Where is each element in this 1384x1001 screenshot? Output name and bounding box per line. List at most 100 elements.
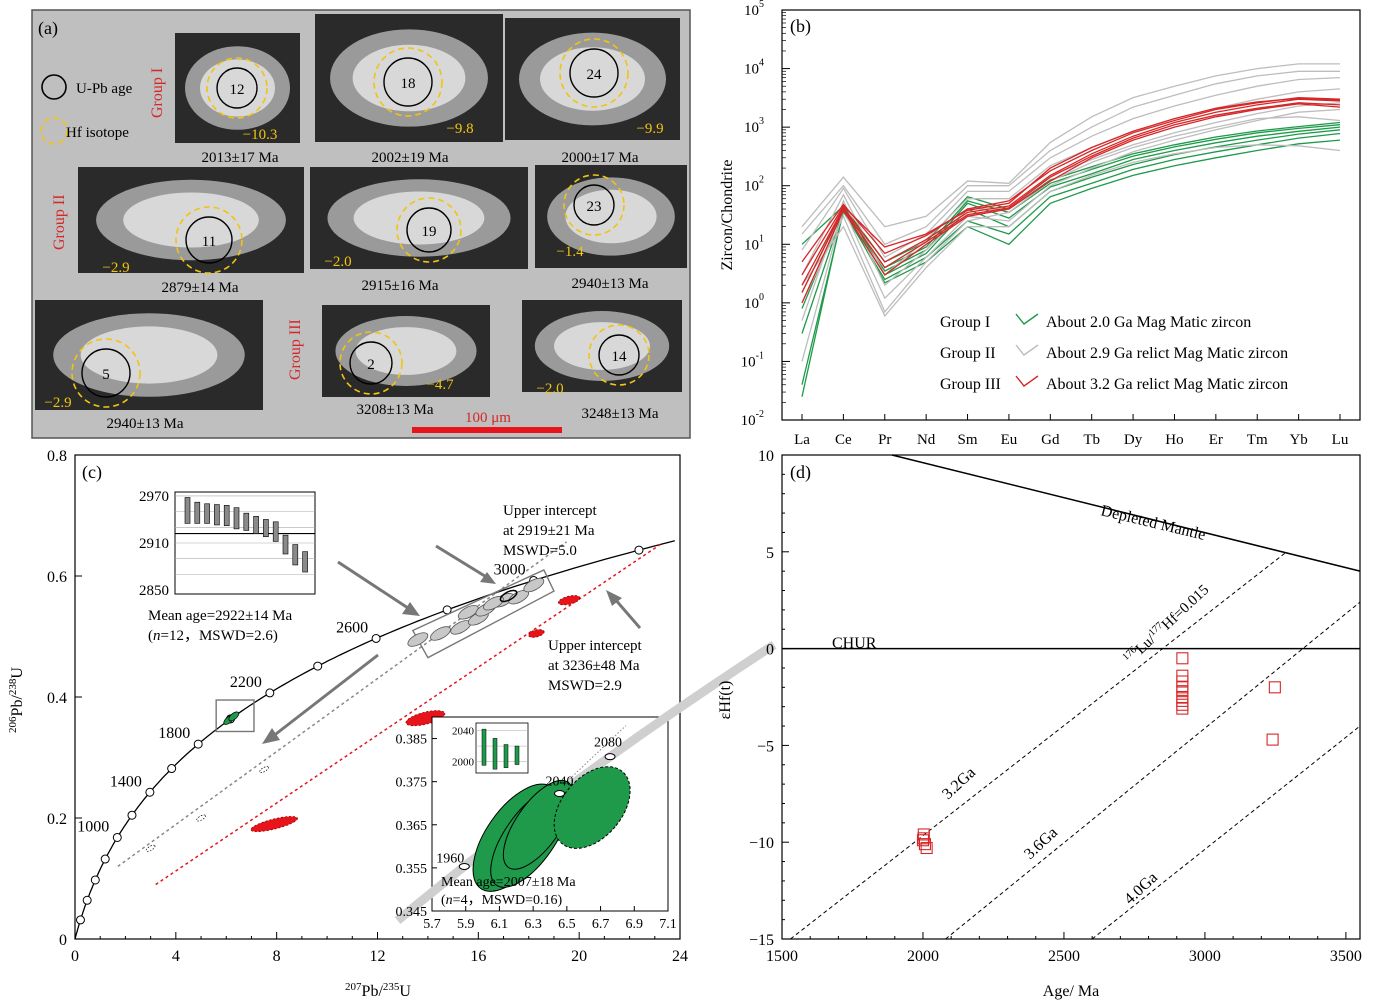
upper-intercept-2-line2: at 3236±48 Ma — [548, 658, 640, 674]
lu-hf-label: 176Lu/177Hf=0.015 — [1120, 580, 1212, 667]
b-ytick-label: 10-1 — [741, 350, 764, 370]
mean-age-1-line1: Mean age=2922±14 Ma — [148, 608, 292, 624]
crustal-evolution-line-0 — [790, 551, 1288, 940]
grain-id: 5 — [102, 367, 110, 383]
ree-series-group2-12 — [801, 63, 1340, 228]
b-axes-layer: La Ce Pr Nd Sm Eu Gd Tb Dy Ho Er Tm Yb Lu 10-2 10-1 100 1… — [741, 0, 1349, 448]
concordia-age-marker — [371, 633, 381, 643]
ree-series-group1-1 — [801, 132, 1341, 385]
c-main-layer: 1000 1400 1800 2200 2600 3000 — [74, 540, 675, 940]
b-xtick-label: Gd — [1041, 432, 1060, 448]
ree-series-group3-15 — [801, 98, 1341, 286]
inset2-mini-bar — [492, 738, 498, 770]
ree-series-group2-10 — [801, 76, 1341, 259]
d-xtick-label: 1500 — [766, 948, 798, 965]
highlight-box-2007 — [215, 699, 255, 733]
concordia-age-marker — [75, 915, 85, 925]
red-zircon-ellipse — [557, 595, 581, 606]
grain-id: 19 — [422, 224, 437, 240]
hf-data-point — [920, 841, 933, 855]
concordia-age-label: 1000 — [77, 818, 109, 835]
grain-id: 11 — [202, 234, 216, 250]
inset2-mini-bar — [514, 745, 520, 765]
concordia-age-label: 1400 — [110, 773, 142, 790]
scale-bar — [412, 427, 562, 433]
b-xtick-label: Sm — [958, 432, 978, 448]
hf-data-point — [1266, 733, 1279, 746]
inset2-age-marker — [458, 862, 470, 870]
ree-series-group1-2 — [801, 129, 1341, 334]
zircon-grain-2: 2 −4.7 3208±13 Ma — [322, 305, 490, 418]
b-xtick-label: Ho — [1165, 432, 1183, 448]
upb-spot — [216, 67, 258, 109]
c-xtick-label: 20 — [571, 948, 587, 965]
inset1-age-bar — [214, 504, 220, 526]
arrow-upper2-head — [606, 590, 622, 606]
inset1-age-bar — [243, 512, 250, 531]
upb-spot — [349, 341, 393, 385]
arrow-upper1 — [435, 544, 489, 580]
inset1-age-bar — [292, 544, 299, 566]
upb-spot — [573, 184, 615, 226]
grain-age: 2915±16 Ma — [362, 278, 439, 294]
inset1-age-bar — [223, 505, 230, 527]
hf-data-point — [1176, 652, 1189, 665]
grain-age: 2940±13 Ma — [572, 276, 649, 292]
inset1-age-bar — [302, 551, 308, 573]
b-legend-label: About 3.2 Ga relict Mag Matic zircon — [1046, 376, 1288, 393]
b-legend-icon — [1015, 313, 1039, 325]
grain-epsilon: −10.3 — [243, 127, 278, 143]
b-xtick-label: Tb — [1083, 432, 1100, 448]
d-ytick-label: −10 — [749, 835, 774, 852]
grain-core — [554, 322, 650, 370]
inset2-ytick-label: 0.365 — [396, 819, 428, 834]
c-xtick-label: 24 — [672, 948, 688, 965]
scale-bar-label: 100 μm — [465, 410, 511, 426]
concordia-age-marker — [145, 787, 155, 797]
inset2-green-ellipse — [502, 779, 574, 870]
hf-data-point — [917, 828, 930, 841]
ree-series-group3-17 — [801, 97, 1341, 276]
ree-series-group1-3 — [801, 126, 1341, 309]
ree-series-group2-9 — [801, 88, 1341, 276]
zircon-grain-19: 19 −2.0 2915±16 Ma — [310, 167, 528, 294]
b-legend-group: Group I — [940, 314, 990, 331]
inset2-discordia — [566, 725, 627, 783]
inset2-mean-line1: Mean age=2007±18 Ma — [441, 875, 576, 890]
grain-age: 3248±13 Ma — [582, 406, 659, 422]
d-ytick-label: 0 — [766, 642, 774, 659]
c-xtick-label: 8 — [273, 948, 281, 965]
zircon-grain-5: 5 −2.9 2940±13 Ma — [35, 300, 263, 432]
panel-d-ylabel: εHf(t) — [717, 681, 734, 720]
inset2-xtick-label: 6.3 — [524, 917, 542, 932]
grain-epsilon: −2.0 — [536, 381, 563, 397]
inset2-ytick-label: 0.345 — [396, 905, 428, 920]
ree-series-group3-16 — [801, 96, 1341, 263]
grain-core — [123, 192, 259, 248]
depleted-mantle-line — [891, 454, 1361, 572]
d-main-layer: Depleted MantleCHUR176Lu/177Hf=0.0153.2G… — [782, 454, 1361, 940]
grain-age: 2000±17 Ma — [562, 150, 639, 166]
d-xtick-label: 3500 — [1330, 948, 1362, 965]
panel-b-frame — [781, 9, 1361, 421]
d-xtick-label: 2500 — [1048, 948, 1080, 965]
grain-id: 24 — [587, 67, 603, 83]
zircon-grain-14: 14 −2.0 3248±13 Ma — [522, 300, 682, 422]
grain-id: 23 — [587, 199, 602, 215]
d-xtick-label: 2000 — [907, 948, 939, 965]
concordia-age-label: 2600 — [336, 619, 368, 636]
inset1-age-bar — [233, 507, 240, 530]
panel-c-ylabel: 206Pb/238U — [7, 667, 26, 733]
grey-zircon-ellipse — [483, 596, 504, 611]
hf-spot — [396, 197, 462, 263]
red-zircon-ellipse — [250, 816, 298, 833]
b-legend: Group I About 2.0 Ga Mag Matic zircon Grou… — [940, 313, 1288, 393]
ree-series-group3-18 — [801, 102, 1341, 293]
inset2-xtick-label: 6.7 — [592, 917, 610, 932]
b-ytick-label: 103 — [744, 116, 764, 136]
d-ytick-label: −5 — [757, 738, 774, 755]
dm-label: Depleted Mantle — [1099, 502, 1207, 544]
group-3-label: Group III — [287, 319, 304, 380]
